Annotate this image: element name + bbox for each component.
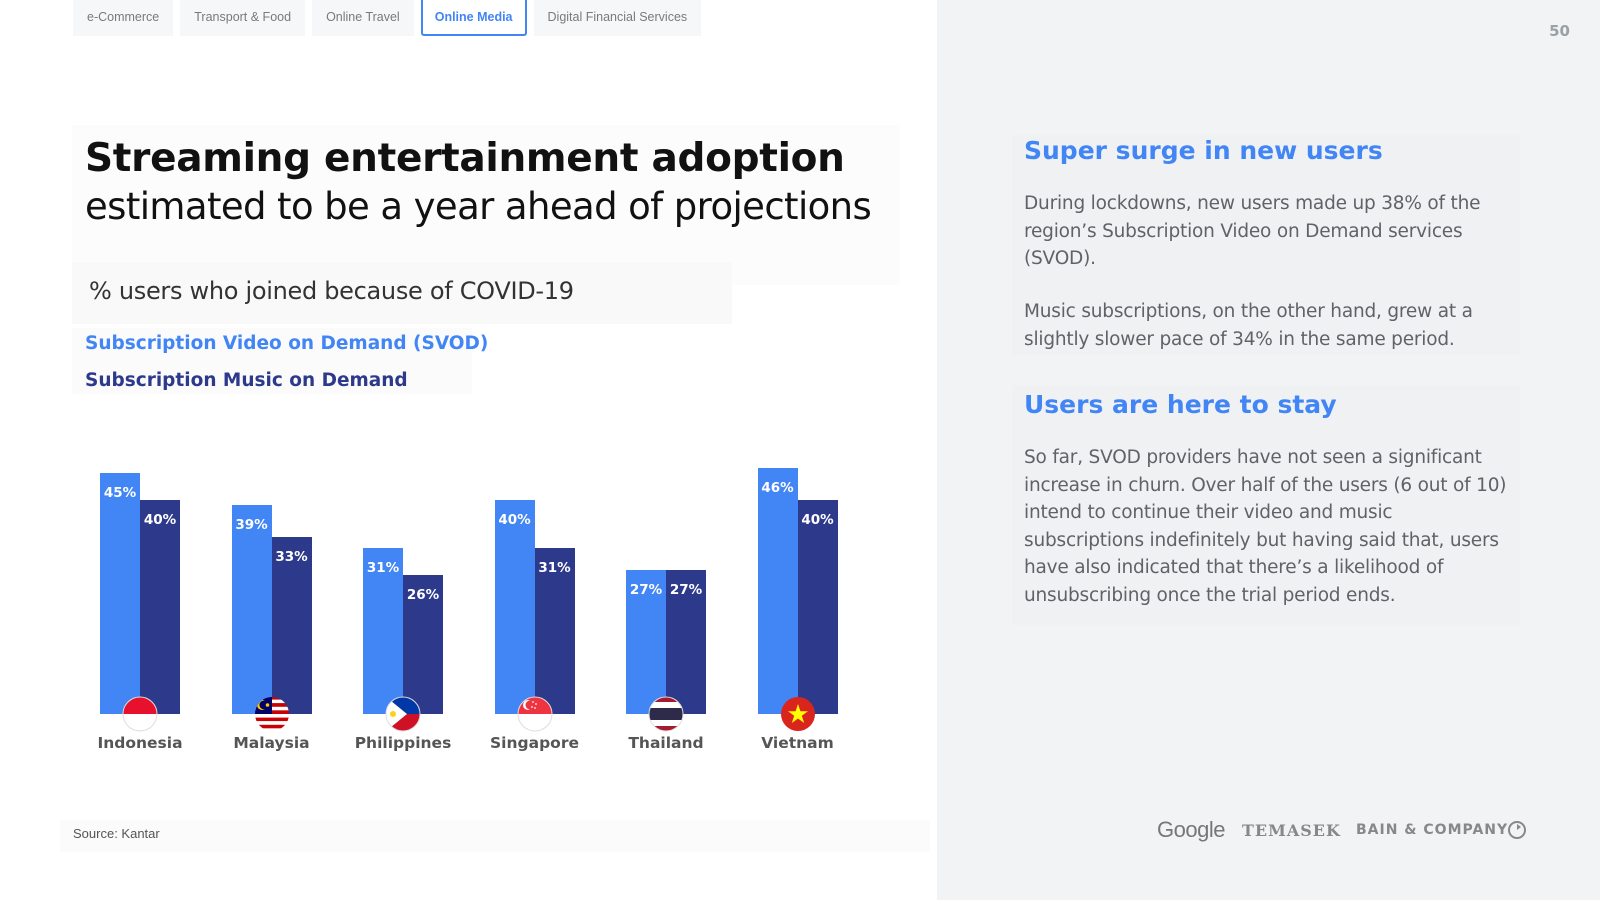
tab-e-commerce[interactable]: e-Commerce bbox=[73, 0, 174, 36]
source-note: Source: Kantar bbox=[73, 826, 160, 841]
bar-singapore-svod bbox=[494, 500, 535, 714]
chart-panel: e-Commerce Transport & Food Online Trave… bbox=[60, 0, 930, 852]
section-tabs: e-Commerce Transport & Food Online Trave… bbox=[73, 0, 708, 36]
source-background bbox=[60, 820, 930, 852]
bar-malaysia-music bbox=[271, 537, 312, 714]
tab-online-media[interactable]: Online Media bbox=[420, 0, 527, 36]
section-heading-surge: Super surge in new users bbox=[1024, 136, 1383, 165]
section-text-stay: So far, SVOD providers have not seen a s… bbox=[1024, 447, 1507, 606]
bar-philippines-music bbox=[403, 574, 443, 714]
bar-vietnam-music bbox=[797, 500, 838, 714]
partner-logos: Google TEMASEK BAIN & COMPANY bbox=[0, 817, 1600, 847]
bar-value-label: 39% bbox=[235, 517, 268, 534]
country-label-vietnam: Vietnam bbox=[761, 734, 834, 752]
bar-value-label: 27% bbox=[629, 581, 663, 598]
legend-item-music: Subscription Music on Demand bbox=[85, 370, 408, 391]
vietnam-flag-icon bbox=[780, 697, 815, 731]
commentary-box-2 bbox=[1012, 385, 1520, 625]
bar-malaysia-svod bbox=[231, 505, 272, 714]
bain-circle-icon bbox=[1508, 821, 1526, 839]
legend-background bbox=[72, 328, 472, 394]
singapore-flag-icon bbox=[517, 696, 552, 732]
section-text-surge-1: During lockdowns, new users made up 38% … bbox=[1024, 193, 1481, 269]
bar-value-label: 45% bbox=[103, 485, 137, 502]
page-title-continued: estimated to be a year ahead of projecti… bbox=[85, 185, 872, 228]
bar-value-label: 31% bbox=[366, 560, 400, 577]
country-label-thailand: Thailand bbox=[628, 734, 704, 752]
indonesia-flag-icon bbox=[122, 696, 158, 732]
bar-value-label: 46% bbox=[761, 479, 794, 496]
title-background bbox=[72, 125, 900, 285]
legend-item-svod: Subscription Video on Demand (SVOD) bbox=[85, 333, 489, 354]
tab-transport-food[interactable]: Transport & Food bbox=[180, 0, 306, 36]
tab-digital-financial-services[interactable]: Digital Financial Services bbox=[533, 0, 702, 36]
bain-logo: BAIN & COMPANY bbox=[1356, 822, 1509, 838]
country-label-malaysia: Malaysia bbox=[233, 734, 310, 752]
thailand-flag-icon bbox=[648, 696, 684, 732]
malaysia-flag-icon bbox=[254, 697, 289, 731]
bar-value-label: 33% bbox=[275, 549, 308, 566]
bar-value-label: 40% bbox=[143, 512, 177, 528]
temasek-logo: TEMASEK bbox=[1242, 821, 1341, 840]
bar-singapore-music bbox=[534, 548, 575, 714]
commentary-box-1 bbox=[1012, 135, 1520, 355]
bar-vietnam-svod bbox=[757, 467, 798, 714]
tab-online-travel[interactable]: Online Travel bbox=[312, 0, 414, 36]
bar-thailand-svod bbox=[626, 569, 666, 714]
bar-value-label: 31% bbox=[538, 560, 571, 577]
chart-subtitle: % users who joined because of COVID-19 bbox=[89, 277, 574, 305]
bar-philippines-svod bbox=[363, 548, 403, 714]
google-logo: Google bbox=[1157, 817, 1225, 842]
bar-value-label: 27% bbox=[669, 581, 703, 598]
bar-chart: 45% 40% Indonesia 39% 33% Malaysia 31% 26% Phili… bbox=[97, 467, 838, 752]
page-title: Streaming entertainment adoption bbox=[85, 136, 845, 181]
country-label-indonesia: Indonesia bbox=[97, 734, 183, 752]
bar-indonesia-music bbox=[140, 500, 180, 714]
country-label-philippines: Philippines bbox=[354, 734, 452, 752]
page-number: 50 bbox=[1549, 22, 1570, 40]
bar-value-label: 40% bbox=[498, 512, 531, 528]
philippines-flag-icon bbox=[385, 696, 421, 732]
bar-value-label: 40% bbox=[801, 512, 834, 528]
bar-thailand-music bbox=[666, 569, 706, 714]
section-text-surge-2: Music subscriptions, on the other hand, … bbox=[1024, 301, 1473, 350]
bar-value-label: 26% bbox=[406, 586, 440, 603]
section-heading-stay: Users are here to stay bbox=[1024, 390, 1337, 419]
country-label-singapore: Singapore bbox=[490, 734, 579, 752]
subtitle-background bbox=[72, 262, 732, 324]
bar-indonesia-svod bbox=[100, 473, 140, 714]
